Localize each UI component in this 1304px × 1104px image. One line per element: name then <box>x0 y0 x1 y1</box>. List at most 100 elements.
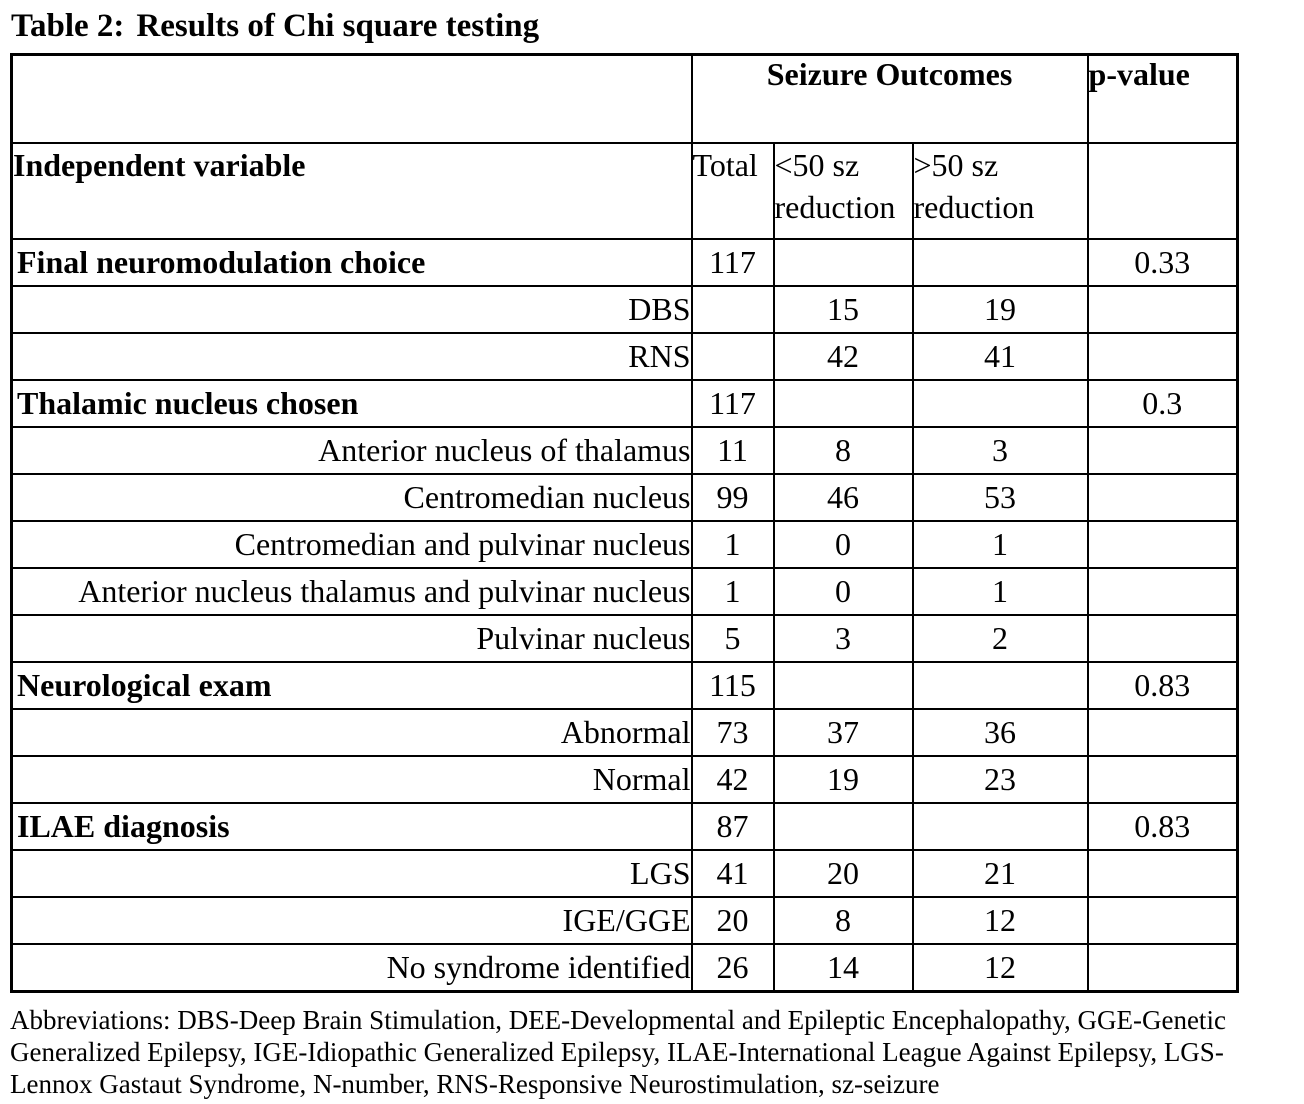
gt50-cell: 3 <box>911 426 1089 475</box>
lt50-cell <box>772 802 914 851</box>
header-p-value: p-value <box>1086 53 1239 144</box>
table-row: RNS 42 41 <box>10 332 1239 381</box>
chi-square-results-table: Seizure Outcomes p-value Independent var… <box>10 53 1240 993</box>
section-row: Neurological exam 115 0.83 <box>10 661 1239 710</box>
row-label-cell: Anterior nucleus thalamus and pulvinar n… <box>10 567 693 616</box>
pvalue-cell <box>1086 708 1239 757</box>
total-cell <box>690 285 775 334</box>
header-blank-cell <box>10 53 693 144</box>
table-row: LGS 41 20 21 <box>10 849 1239 898</box>
header-independent-variable: Independent variable <box>10 142 693 240</box>
table-row: Normal 42 19 23 <box>10 755 1239 804</box>
pvalue-cell <box>1086 755 1239 804</box>
lt50-cell: 3 <box>772 614 914 663</box>
pvalue-cell: 0.83 <box>1086 802 1239 851</box>
table-row: Centromedian and pulvinar nucleus 1 0 1 <box>10 520 1239 569</box>
lt50-cell <box>772 661 914 710</box>
total-cell: 41 <box>690 849 775 898</box>
lt50-cell: 14 <box>772 943 914 993</box>
gt50-cell: 1 <box>911 567 1089 616</box>
row-label-cell: Neurological exam <box>10 661 693 710</box>
lt50-cell: 42 <box>772 332 914 381</box>
total-cell: 5 <box>690 614 775 663</box>
table-caption-number: Table 2: <box>11 8 125 44</box>
abbreviations-note: Abbreviations: DBS-Deep Brain Stimulatio… <box>10 1004 1226 1100</box>
row-label-cell: Final neuromodulation choice <box>10 238 693 287</box>
gt50-cell <box>911 379 1089 428</box>
row-label-cell: ILAE diagnosis <box>10 802 693 851</box>
table-row: IGE/GGE 20 8 12 <box>10 896 1239 945</box>
section-row: ILAE diagnosis 87 0.83 <box>10 802 1239 851</box>
table-row: Anterior nucleus of thalamus 11 8 3 <box>10 426 1239 475</box>
lt50-cell: 15 <box>772 285 914 334</box>
gt50-cell: 36 <box>911 708 1089 757</box>
total-cell: 1 <box>690 520 775 569</box>
pvalue-cell <box>1086 849 1239 898</box>
gt50-cell: 23 <box>911 755 1089 804</box>
gt50-cell: 12 <box>911 896 1089 945</box>
pvalue-cell: 0.33 <box>1086 238 1239 287</box>
table-row: Anterior nucleus thalamus and pulvinar n… <box>10 567 1239 616</box>
pvalue-cell <box>1086 473 1239 522</box>
total-cell: 42 <box>690 755 775 804</box>
total-cell: 26 <box>690 943 775 993</box>
pvalue-cell <box>1086 426 1239 475</box>
total-cell: 117 <box>690 379 775 428</box>
gt50-cell: 2 <box>911 614 1089 663</box>
table-row: Pulvinar nucleus 5 3 2 <box>10 614 1239 663</box>
header-blank-cell <box>1086 142 1239 240</box>
gt50-cell <box>911 238 1089 287</box>
gt50-cell <box>911 661 1089 710</box>
row-label-cell: RNS <box>10 332 693 381</box>
lt50-cell: 46 <box>772 473 914 522</box>
gt50-cell: 21 <box>911 849 1089 898</box>
abbreviations-line: Lennox Gastaut Syndrome, N-number, RNS-R… <box>10 1069 940 1099</box>
lt50-cell: 0 <box>772 567 914 616</box>
gt50-cell: 19 <box>911 285 1089 334</box>
row-label-cell: No syndrome identified <box>10 943 693 993</box>
abbreviations-line: Abbreviations: DBS-Deep Brain Stimulatio… <box>10 1005 1226 1035</box>
pvalue-cell: 0.3 <box>1086 379 1239 428</box>
pvalue-cell <box>1086 520 1239 569</box>
total-cell: 87 <box>690 802 775 851</box>
pvalue-cell <box>1086 896 1239 945</box>
row-label-cell: DBS <box>10 285 693 334</box>
table-row: No syndrome identified 26 14 12 <box>10 943 1239 993</box>
header-gt50-reduction: >50 sz reduction <box>911 142 1089 240</box>
pvalue-cell: 0.83 <box>1086 661 1239 710</box>
row-label-cell: Thalamic nucleus chosen <box>10 379 693 428</box>
lt50-cell: 0 <box>772 520 914 569</box>
lt50-cell <box>772 238 914 287</box>
total-cell: 73 <box>690 708 775 757</box>
pvalue-cell <box>1086 614 1239 663</box>
gt50-cell: 1 <box>911 520 1089 569</box>
header-total: Total <box>690 142 775 240</box>
row-label-cell: LGS <box>10 849 693 898</box>
lt50-cell: 8 <box>772 896 914 945</box>
row-label-cell: Normal <box>10 755 693 804</box>
pvalue-cell <box>1086 943 1239 993</box>
gt50-cell: 53 <box>911 473 1089 522</box>
table-row: DBS 15 19 <box>10 285 1239 334</box>
table-row: Abnormal 73 37 36 <box>10 708 1239 757</box>
total-cell: 11 <box>690 426 775 475</box>
lt50-cell: 8 <box>772 426 914 475</box>
total-cell: 20 <box>690 896 775 945</box>
lt50-cell: 20 <box>772 849 914 898</box>
gt50-cell: 12 <box>911 943 1089 993</box>
lt50-cell: 19 <box>772 755 914 804</box>
total-cell: 99 <box>690 473 775 522</box>
abbreviations-line: Generalized Epilepsy, IGE-Idiopathic Gen… <box>10 1037 1224 1067</box>
row-label-cell: IGE/GGE <box>10 896 693 945</box>
gt50-cell <box>911 802 1089 851</box>
table-caption: Table 2: Results of Chi square testing <box>11 8 539 45</box>
total-cell <box>690 332 775 381</box>
pvalue-cell <box>1086 567 1239 616</box>
lt50-cell <box>772 379 914 428</box>
total-cell: 1 <box>690 567 775 616</box>
lt50-cell: 37 <box>772 708 914 757</box>
section-row: Final neuromodulation choice 117 0.33 <box>10 238 1239 287</box>
row-label-cell: Centromedian nucleus <box>10 473 693 522</box>
gt50-cell: 41 <box>911 332 1089 381</box>
